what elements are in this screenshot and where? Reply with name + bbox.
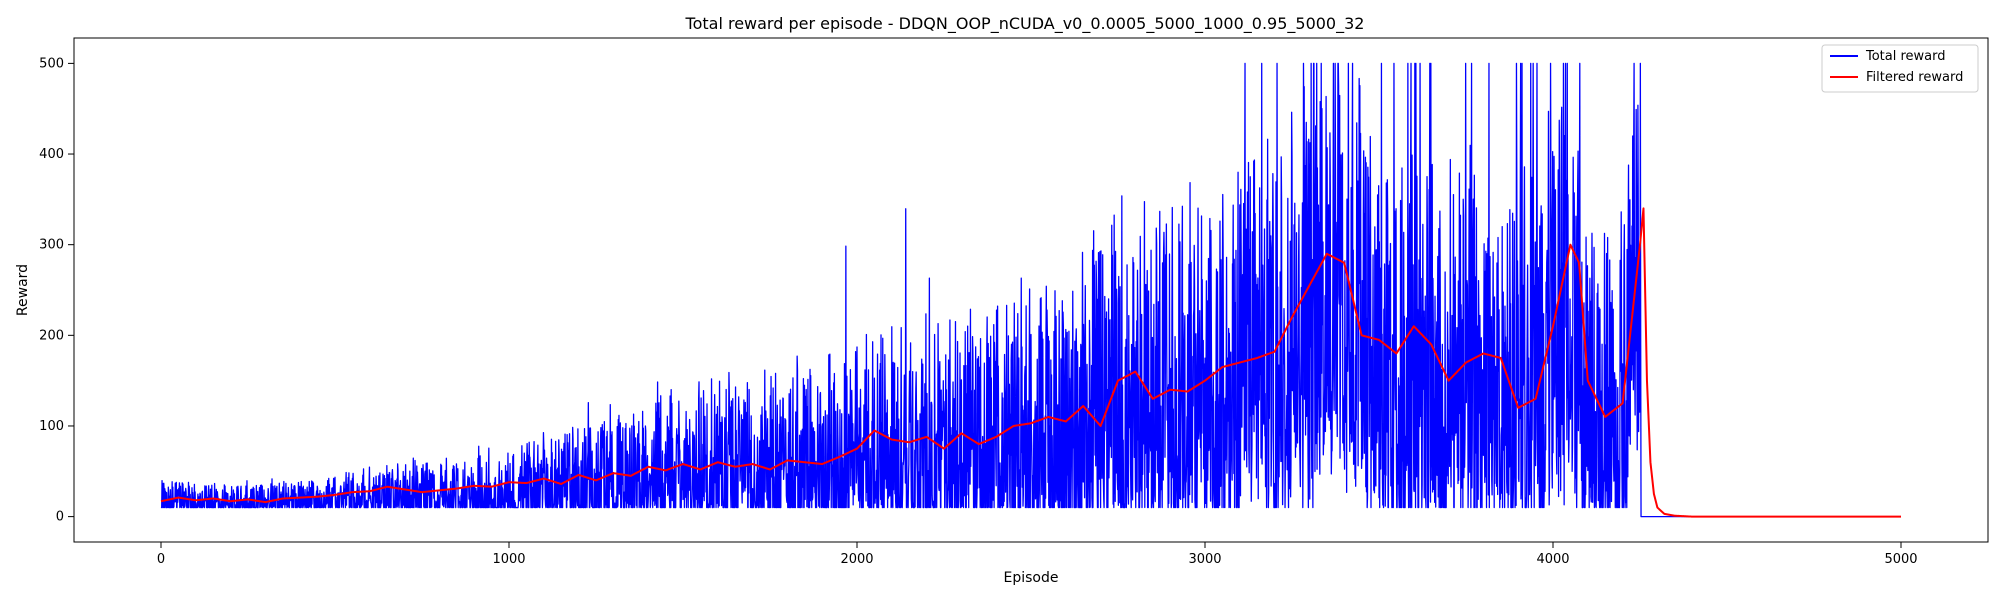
x-axis: 0 1000 2000 3000 4000 5000 [157, 542, 1918, 567]
series-filtered-reward [160, 207, 1902, 518]
y-tick-label-200: 200 [39, 328, 64, 343]
series-layer [160, 62, 1902, 518]
y-tick-label-0: 0 [56, 510, 64, 525]
legend-label-filtered-reward: Filtered reward [1866, 70, 1963, 85]
x-tick-label-1000: 1000 [492, 552, 525, 567]
chart-title: Total reward per episode - DDQN_OOP_nCUD… [685, 14, 1365, 34]
x-tick-label-2000: 2000 [840, 552, 873, 567]
x-tick-label-5000: 5000 [1884, 552, 1917, 567]
x-tick-label-0: 0 [157, 552, 165, 567]
y-tick-label-300: 300 [39, 238, 64, 253]
legend-label-total-reward: Total reward [1865, 49, 1946, 64]
x-tick-label-3000: 3000 [1188, 552, 1221, 567]
y-tick-label-500: 500 [39, 56, 64, 71]
y-axis-label: Reward [15, 264, 31, 316]
x-axis-label: Episode [1004, 570, 1059, 586]
y-tick-label-100: 100 [39, 419, 64, 434]
plot-area [160, 62, 1902, 518]
y-tick-label-400: 400 [39, 147, 64, 162]
y-axis: 0 100 200 300 400 500 [39, 56, 74, 525]
plot-frame [73, 37, 1989, 543]
legend-box [1821, 44, 1979, 93]
legend: Total reward Filtered reward [1821, 44, 1979, 93]
x-tick-label-4000: 4000 [1536, 552, 1569, 567]
